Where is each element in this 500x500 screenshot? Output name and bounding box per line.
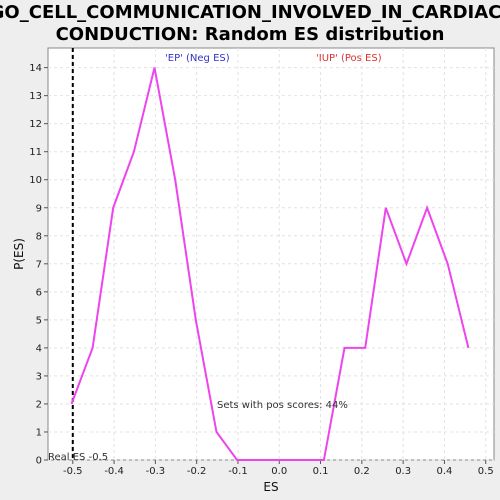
- y-tick-label: 7: [36, 259, 42, 270]
- y-axis-label: P(ES): [12, 238, 26, 270]
- y-tick-label: 13: [29, 91, 42, 102]
- y-tick-label: 4: [36, 343, 42, 354]
- y-tick-label: 11: [29, 147, 42, 158]
- tick-layer: -0.5 -0.4 -0.3 -0.2 -0.1 0.0 0.1 0.2 0.3 0.4 0.5 0 1…: [29, 63, 493, 477]
- x-tick-label: 0.0: [271, 466, 287, 477]
- x-tick-label: -0.3: [146, 466, 166, 477]
- y-tick-label: 1: [36, 427, 42, 438]
- x-tick-label: -0.4: [104, 466, 124, 477]
- x-tick-label: -0.5: [63, 466, 83, 477]
- x-tick-label: -0.1: [228, 466, 248, 477]
- y-tick-label: 12: [29, 119, 42, 130]
- y-tick-label: 3: [36, 371, 42, 382]
- x-tick-label: 0.4: [436, 466, 452, 477]
- x-tick-label: 0.2: [354, 466, 370, 477]
- y-tick-label: 5: [36, 315, 42, 326]
- x-tick-label: 0.1: [313, 466, 329, 477]
- y-tick-label: 9: [36, 203, 42, 214]
- real-es-label: Real ES -0.5: [48, 452, 108, 463]
- y-tick-label: 10: [29, 175, 42, 186]
- es-distribution-line: [70, 67, 470, 461]
- y-tick-label: 0: [36, 456, 42, 467]
- x-tick-label: -0.2: [187, 466, 207, 477]
- chart-title-line2: CONDUCTION: Random ES distribution: [56, 24, 445, 45]
- y-tick-label: 2: [36, 399, 42, 410]
- y-tick-label: 14: [29, 63, 42, 74]
- plot-area: [47, 47, 495, 461]
- x-tick-label: 0.3: [395, 466, 411, 477]
- pos-es-label: 'IUP' (Pos ES): [316, 53, 382, 64]
- pos-scores-annotation: Sets with pos scores: 44%: [217, 400, 348, 411]
- y-tick-label: 8: [36, 231, 42, 242]
- x-axis-label: ES: [263, 480, 278, 494]
- chart-title-line1: GO_CELL_COMMUNICATION_INVOLVED_IN_CARDIA…: [0, 2, 500, 23]
- grid-layer: [48, 48, 494, 461]
- neg-es-label: 'EP' (Neg ES): [165, 53, 230, 64]
- x-tick-label: 0.5: [478, 466, 494, 477]
- y-tick-label: 6: [36, 287, 42, 298]
